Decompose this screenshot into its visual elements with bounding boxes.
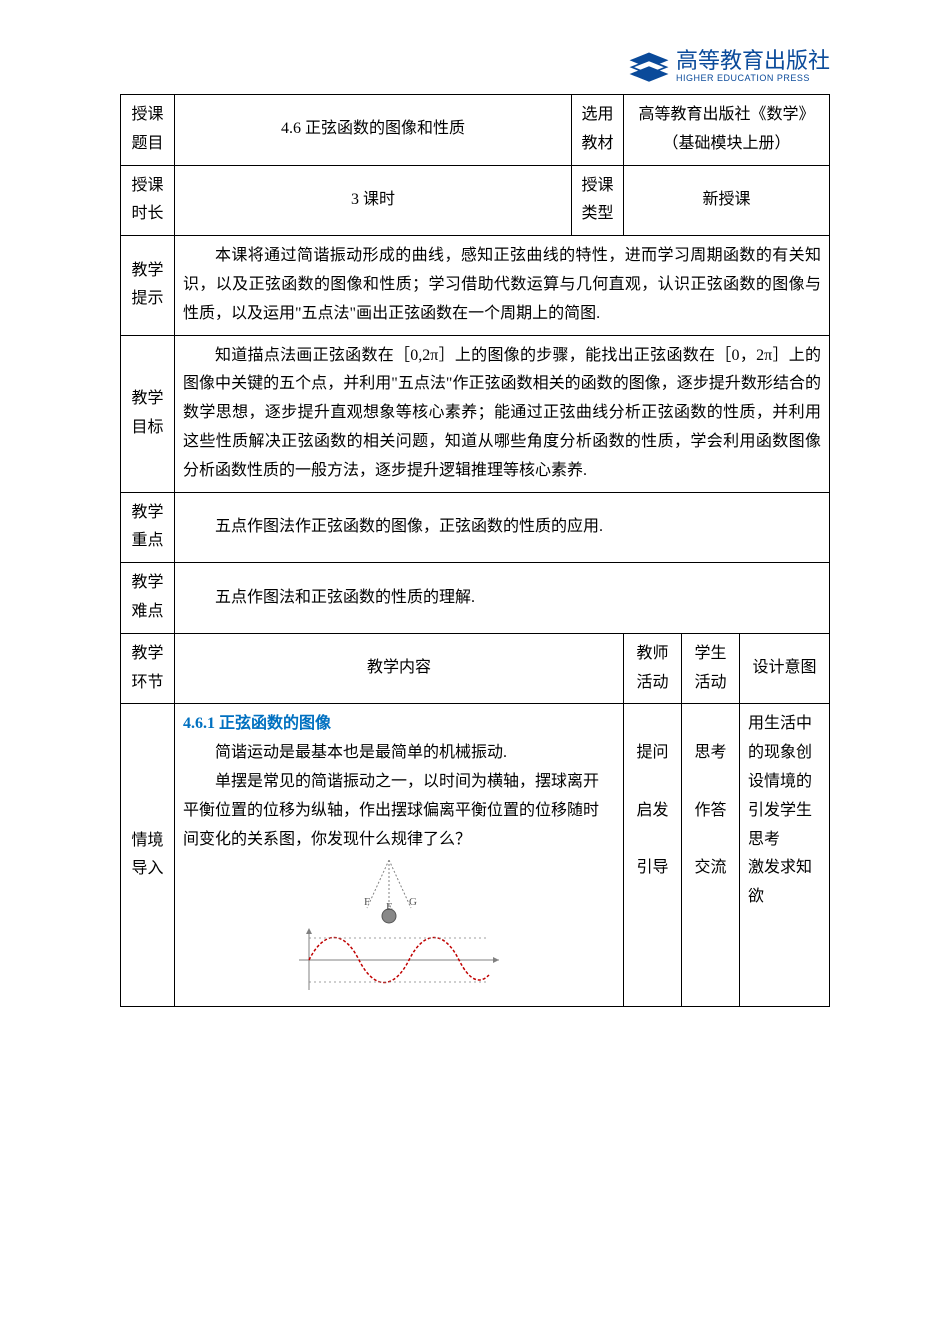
value-focus: 五点作图法作正弦函数的图像，正弦函数的性质的应用. <box>175 492 830 563</box>
label-textbook: 选用教材 <box>571 95 623 166</box>
lesson-plan-table: 授课题目 4.6 正弦函数的图像和性质 选用教材 高等教育出版社《数学》 （基础… <box>120 94 830 1007</box>
header-student: 学生活动 <box>681 633 739 704</box>
textbook-line1: 高等教育出版社《数学》 <box>632 101 821 130</box>
label-topic: 授课题目 <box>121 95 175 166</box>
value-difficulty: 五点作图法和正弦函数的性质的理解. <box>175 563 830 634</box>
table-row: 授课题目 4.6 正弦函数的图像和性质 选用教材 高等教育出版社《数学》 （基础… <box>121 95 830 166</box>
design-cell: 用生活中 的现象创 设情境的 引发学生 思考 激发求知 欲 <box>739 704 829 1007</box>
teacher-l3: 引导 <box>632 854 673 883</box>
book-stack-icon <box>628 50 670 86</box>
section-title: 4.6.1 正弦函数的图像 <box>183 715 331 732</box>
content-p1: 简谐运动是最基本也是最简单的机械振动. <box>183 739 615 768</box>
value-topic: 4.6 正弦函数的图像和性质 <box>175 95 572 166</box>
table-row: 教学重点 五点作图法作正弦函数的图像，正弦函数的性质的应用. <box>121 492 830 563</box>
teacher-cell: 提问 启发 引导 <box>623 704 681 1007</box>
content-p2: 单摆是常见的简谐振动之一，以时间为横轴，摆球离开平衡位置的位移为纵轴，作出摆球偏… <box>183 768 615 854</box>
header-design: 设计意图 <box>739 633 829 704</box>
table-row: 教学目标 知道描点法画正弦函数在［0,2π］上的图像的步骤，能找出正弦函数在［0… <box>121 335 830 492</box>
logo-text-cn: 高等教育出版社 <box>676 50 830 72</box>
design-l5: 思考 <box>748 826 821 855</box>
design-l6: 激发求知 <box>748 854 821 883</box>
chart-label-F: F <box>364 896 370 908</box>
value-type: 新授课 <box>623 165 829 236</box>
header-teacher: 教师活动 <box>623 633 681 704</box>
label-hint: 教学提示 <box>121 236 175 335</box>
table-row: 教学难点 五点作图法和正弦函数的性质的理解. <box>121 563 830 634</box>
content-cell: 4.6.1 正弦函数的图像 简谐运动是最基本也是最简单的机械振动. 单摆是常见的… <box>175 704 624 1007</box>
label-type: 授课类型 <box>571 165 623 236</box>
label-duration: 授课时长 <box>121 165 175 236</box>
value-hint: 本课将通过简谐振动形成的曲线，感知正弦曲线的特性，进而学习周期函数的有关知识，以… <box>175 236 830 335</box>
student-l1: 思考 <box>690 739 731 768</box>
pendulum-sine-chart: F E G <box>289 860 509 1000</box>
difficulty-text: 五点作图法和正弦函数的性质的理解. <box>183 584 821 613</box>
value-goal: 知道描点法画正弦函数在［0,2π］上的图像的步骤，能找出正弦函数在［0，2π］上… <box>175 335 830 492</box>
chart-label-E: E <box>386 901 393 913</box>
design-l3: 设情境的 <box>748 768 821 797</box>
student-cell: 思考 作答 交流 <box>681 704 739 1007</box>
header-content: 教学内容 <box>175 633 624 704</box>
teacher-l1: 提问 <box>632 739 673 768</box>
student-l2: 作答 <box>690 797 731 826</box>
label-focus: 教学重点 <box>121 492 175 563</box>
student-l3: 交流 <box>690 854 731 883</box>
value-textbook: 高等教育出版社《数学》 （基础模块上册） <box>623 95 829 166</box>
textbook-line2: （基础模块上册） <box>632 130 821 159</box>
design-l2: 的现象创 <box>748 739 821 768</box>
table-row: 授课时长 3 课时 授课类型 新授课 <box>121 165 830 236</box>
value-duration: 3 课时 <box>175 165 572 236</box>
label-segment: 教学环节 <box>121 633 175 704</box>
label-difficulty: 教学难点 <box>121 563 175 634</box>
chart-label-G: G <box>409 896 417 908</box>
table-row: 教学环节 教学内容 教师活动 学生活动 设计意图 <box>121 633 830 704</box>
teacher-l2: 启发 <box>632 797 673 826</box>
design-l7: 欲 <box>748 883 821 912</box>
goal-text: 知道描点法画正弦函数在［0,2π］上的图像的步骤，能找出正弦函数在［0，2π］上… <box>183 342 821 486</box>
logo-text-en: HIGHER EDUCATION PRESS <box>676 74 830 83</box>
hint-text: 本课将通过简谐振动形成的曲线，感知正弦曲线的特性，进而学习周期函数的有关知识，以… <box>183 242 821 328</box>
design-l4: 引发学生 <box>748 797 821 826</box>
label-intro: 情境导入 <box>121 704 175 1007</box>
table-row: 情境导入 4.6.1 正弦函数的图像 简谐运动是最基本也是最简单的机械振动. 单… <box>121 704 830 1007</box>
table-row: 教学提示 本课将通过简谐振动形成的曲线，感知正弦曲线的特性，进而学习周期函数的有… <box>121 236 830 335</box>
focus-text: 五点作图法作正弦函数的图像，正弦函数的性质的应用. <box>183 513 821 542</box>
label-goal: 教学目标 <box>121 335 175 492</box>
design-l1: 用生活中 <box>748 710 821 739</box>
publisher-logo: 高等教育出版社 HIGHER EDUCATION PRESS <box>120 50 830 86</box>
